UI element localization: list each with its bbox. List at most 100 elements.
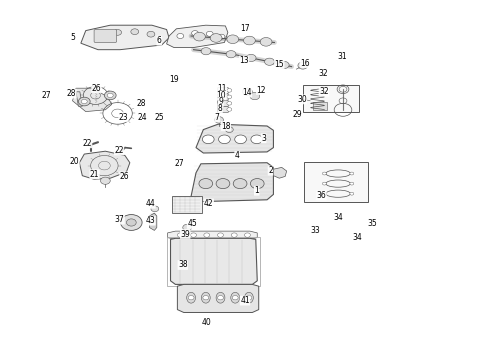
Polygon shape (167, 25, 228, 48)
Circle shape (177, 33, 184, 39)
Circle shape (177, 233, 183, 237)
Ellipse shape (231, 292, 240, 303)
Circle shape (188, 296, 194, 300)
Circle shape (216, 179, 230, 189)
Circle shape (243, 88, 252, 95)
Circle shape (147, 31, 155, 37)
Text: 15: 15 (274, 60, 284, 69)
Circle shape (203, 296, 209, 300)
Circle shape (100, 177, 110, 184)
Circle shape (233, 179, 247, 189)
Text: 21: 21 (90, 170, 99, 179)
Text: 27: 27 (174, 159, 184, 168)
Circle shape (227, 102, 232, 105)
Circle shape (192, 31, 198, 36)
Circle shape (183, 224, 192, 231)
Text: 20: 20 (70, 157, 79, 166)
Circle shape (114, 30, 122, 35)
Text: 16: 16 (300, 59, 310, 68)
Text: 32: 32 (318, 69, 328, 78)
Circle shape (350, 182, 354, 185)
Text: 22: 22 (114, 146, 124, 155)
Text: 27: 27 (42, 91, 51, 100)
Circle shape (194, 32, 205, 41)
Ellipse shape (201, 292, 210, 303)
Circle shape (250, 179, 264, 189)
Text: 38: 38 (178, 261, 188, 269)
Circle shape (121, 215, 142, 230)
Circle shape (265, 58, 274, 66)
Circle shape (250, 93, 260, 100)
Circle shape (104, 91, 116, 100)
Polygon shape (76, 92, 82, 106)
Circle shape (227, 108, 232, 111)
FancyBboxPatch shape (94, 30, 117, 42)
Circle shape (107, 93, 113, 98)
Polygon shape (73, 88, 112, 112)
Circle shape (322, 172, 326, 175)
Circle shape (279, 62, 289, 69)
Text: 19: 19 (169, 76, 179, 85)
FancyBboxPatch shape (218, 100, 228, 107)
FancyBboxPatch shape (218, 87, 228, 94)
Polygon shape (273, 167, 287, 178)
Text: 45: 45 (187, 220, 197, 229)
Bar (303, 85, 359, 112)
Circle shape (350, 172, 354, 175)
Circle shape (227, 89, 232, 92)
Polygon shape (177, 284, 259, 312)
Text: 9: 9 (219, 98, 223, 107)
Bar (304, 162, 368, 202)
Circle shape (251, 135, 263, 144)
Circle shape (246, 54, 256, 62)
Ellipse shape (245, 292, 253, 303)
Bar (313, 102, 327, 110)
Text: 35: 35 (368, 219, 377, 228)
Circle shape (204, 233, 210, 237)
Circle shape (235, 135, 246, 144)
Circle shape (151, 206, 159, 212)
Text: 26: 26 (120, 172, 129, 181)
Text: 12: 12 (256, 86, 266, 95)
Text: 30: 30 (297, 95, 307, 104)
Text: 34: 34 (352, 233, 362, 242)
Ellipse shape (216, 292, 225, 303)
Circle shape (244, 36, 255, 45)
Circle shape (78, 97, 90, 106)
Text: 6: 6 (157, 36, 162, 45)
Text: 44: 44 (146, 199, 155, 208)
Circle shape (227, 35, 239, 44)
Text: 28: 28 (67, 89, 76, 98)
Circle shape (322, 182, 326, 185)
Circle shape (218, 233, 223, 237)
Polygon shape (171, 238, 257, 284)
Circle shape (131, 29, 139, 35)
Text: 14: 14 (242, 88, 252, 97)
Circle shape (191, 233, 196, 237)
Circle shape (225, 127, 233, 132)
Circle shape (298, 62, 308, 69)
Text: 34: 34 (333, 213, 343, 222)
Text: 24: 24 (137, 112, 147, 122)
Text: 29: 29 (293, 110, 302, 119)
Text: 23: 23 (119, 112, 128, 122)
Polygon shape (196, 124, 273, 153)
Circle shape (215, 117, 223, 123)
Circle shape (350, 192, 354, 195)
Circle shape (206, 31, 213, 36)
Polygon shape (191, 163, 273, 202)
Text: 22: 22 (82, 139, 92, 148)
Text: 28: 28 (137, 99, 147, 108)
Circle shape (202, 135, 214, 144)
FancyBboxPatch shape (218, 107, 228, 113)
Circle shape (246, 296, 252, 300)
Text: 41: 41 (240, 296, 250, 305)
Polygon shape (149, 213, 157, 230)
Text: 10: 10 (217, 91, 226, 100)
Text: 18: 18 (221, 122, 231, 131)
Text: 31: 31 (337, 52, 347, 61)
Circle shape (245, 233, 250, 237)
Circle shape (232, 296, 238, 300)
Text: 13: 13 (239, 56, 249, 65)
Bar (167, 237, 260, 286)
